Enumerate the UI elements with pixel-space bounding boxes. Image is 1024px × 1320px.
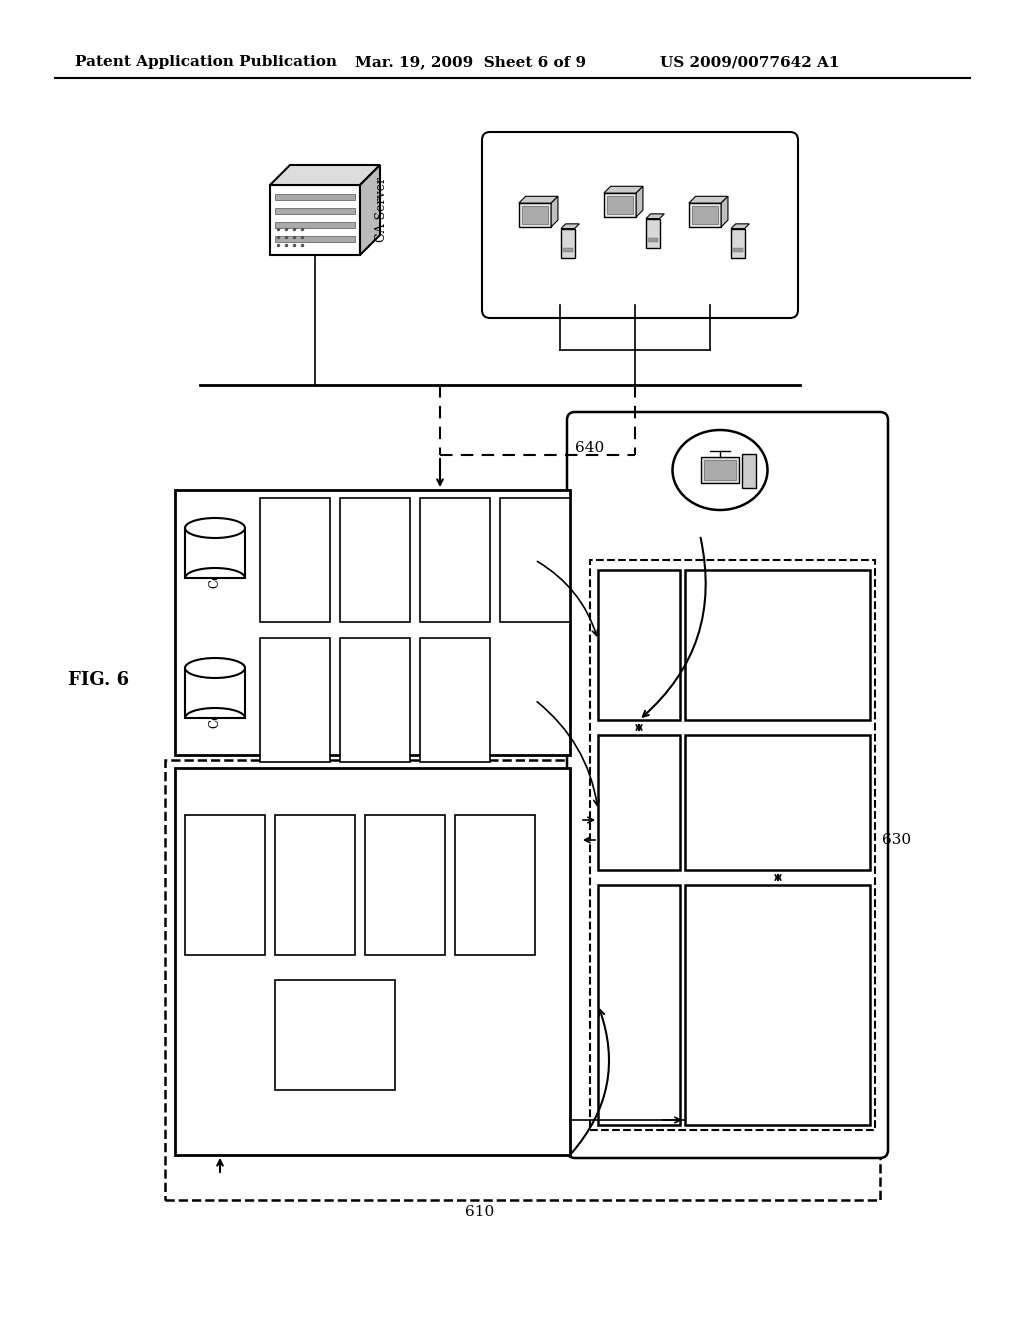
Text: 610: 610 (465, 1205, 495, 1218)
Text: Cert-SPD: Cert-SPD (209, 532, 221, 587)
Text: Property check: Property check (400, 842, 410, 928)
Polygon shape (689, 197, 728, 203)
Text: Integrity check: Integrity check (490, 842, 500, 928)
Bar (590, 560, 874, 1130)
Bar (563, 248, 572, 252)
Text: CA Server: CA Server (375, 177, 388, 243)
Text: User
authentication: User authentication (365, 519, 386, 601)
Text: User check: User check (370, 668, 380, 731)
Bar (275, 979, 395, 1090)
Text: Database
update: Database update (285, 533, 306, 586)
Bar (648, 238, 657, 242)
Bar (685, 735, 870, 870)
Bar (561, 228, 574, 259)
Bar (692, 206, 718, 224)
Bar (340, 638, 410, 762)
Bar (270, 185, 360, 255)
Bar (731, 228, 744, 259)
Text: Packet analysis: Packet analysis (771, 754, 784, 850)
Text: Auth. Cache: Auth. Cache (633, 606, 645, 684)
Bar (522, 206, 548, 224)
Polygon shape (731, 224, 750, 228)
Bar (165, 760, 880, 1200)
Bar (420, 498, 490, 622)
Polygon shape (604, 186, 643, 193)
Bar (275, 209, 355, 214)
Polygon shape (270, 165, 380, 185)
Text: Session
revision: Session revision (285, 677, 306, 722)
Text: FIG. 6: FIG. 6 (68, 671, 129, 689)
Text: Authentication management: Authentication management (771, 915, 784, 1094)
Bar (365, 814, 445, 954)
Bar (519, 203, 551, 227)
Text: Cert-SAD: Cert-SAD (209, 672, 221, 729)
Bar (598, 735, 680, 870)
Bar (185, 668, 245, 718)
Text: 630: 630 (882, 833, 911, 847)
Polygon shape (646, 214, 665, 219)
Bar (733, 248, 742, 252)
Bar (500, 498, 570, 622)
Text: Session
creation: Session creation (444, 537, 466, 583)
Text: Session
management: Session management (444, 663, 466, 737)
Bar (598, 884, 680, 1125)
Bar (685, 570, 870, 719)
Bar (275, 814, 355, 954)
Text: Session
management: Session management (524, 523, 546, 597)
Bar (185, 814, 265, 954)
Bar (175, 490, 570, 755)
Bar (701, 457, 739, 483)
Text: IPSec Block: IPSec Block (633, 764, 645, 840)
Bar (689, 203, 721, 227)
FancyBboxPatch shape (482, 132, 798, 318)
Text: Mar. 19, 2009  Sheet 6 of 9: Mar. 19, 2009 Sheet 6 of 9 (355, 55, 586, 69)
Bar (455, 814, 535, 954)
Ellipse shape (185, 517, 245, 539)
Text: User authentication: User authentication (310, 829, 319, 941)
Text: IPv6 Stack: IPv6 Stack (771, 611, 784, 678)
Polygon shape (551, 197, 558, 227)
Text: Patent Application Publication: Patent Application Publication (75, 55, 337, 69)
Text: 620: 620 (539, 869, 568, 882)
Bar (260, 638, 330, 762)
Text: CGA: CGA (321, 1028, 349, 1041)
Polygon shape (519, 197, 558, 203)
Text: US 2009/0077642 A1: US 2009/0077642 A1 (660, 55, 840, 69)
Bar (604, 193, 636, 216)
Bar (340, 498, 410, 622)
Bar (275, 194, 355, 201)
Bar (275, 222, 355, 228)
Bar (420, 638, 490, 762)
Bar (742, 454, 756, 488)
Bar (260, 498, 330, 622)
FancyBboxPatch shape (567, 412, 888, 1158)
Ellipse shape (185, 657, 245, 678)
Polygon shape (636, 186, 643, 216)
Polygon shape (721, 197, 728, 227)
Text: SEND block: SEND block (633, 966, 645, 1044)
Text: 640: 640 (575, 441, 604, 455)
Bar (275, 236, 355, 242)
Bar (185, 528, 245, 578)
Bar (705, 459, 736, 480)
Bar (646, 219, 659, 248)
Ellipse shape (673, 430, 768, 510)
Text: Save User info.: Save User info. (220, 842, 230, 928)
Bar (598, 570, 680, 719)
Polygon shape (561, 224, 580, 228)
Polygon shape (360, 165, 380, 255)
Bar (607, 197, 633, 214)
Bar (685, 884, 870, 1125)
Bar (175, 768, 570, 1155)
